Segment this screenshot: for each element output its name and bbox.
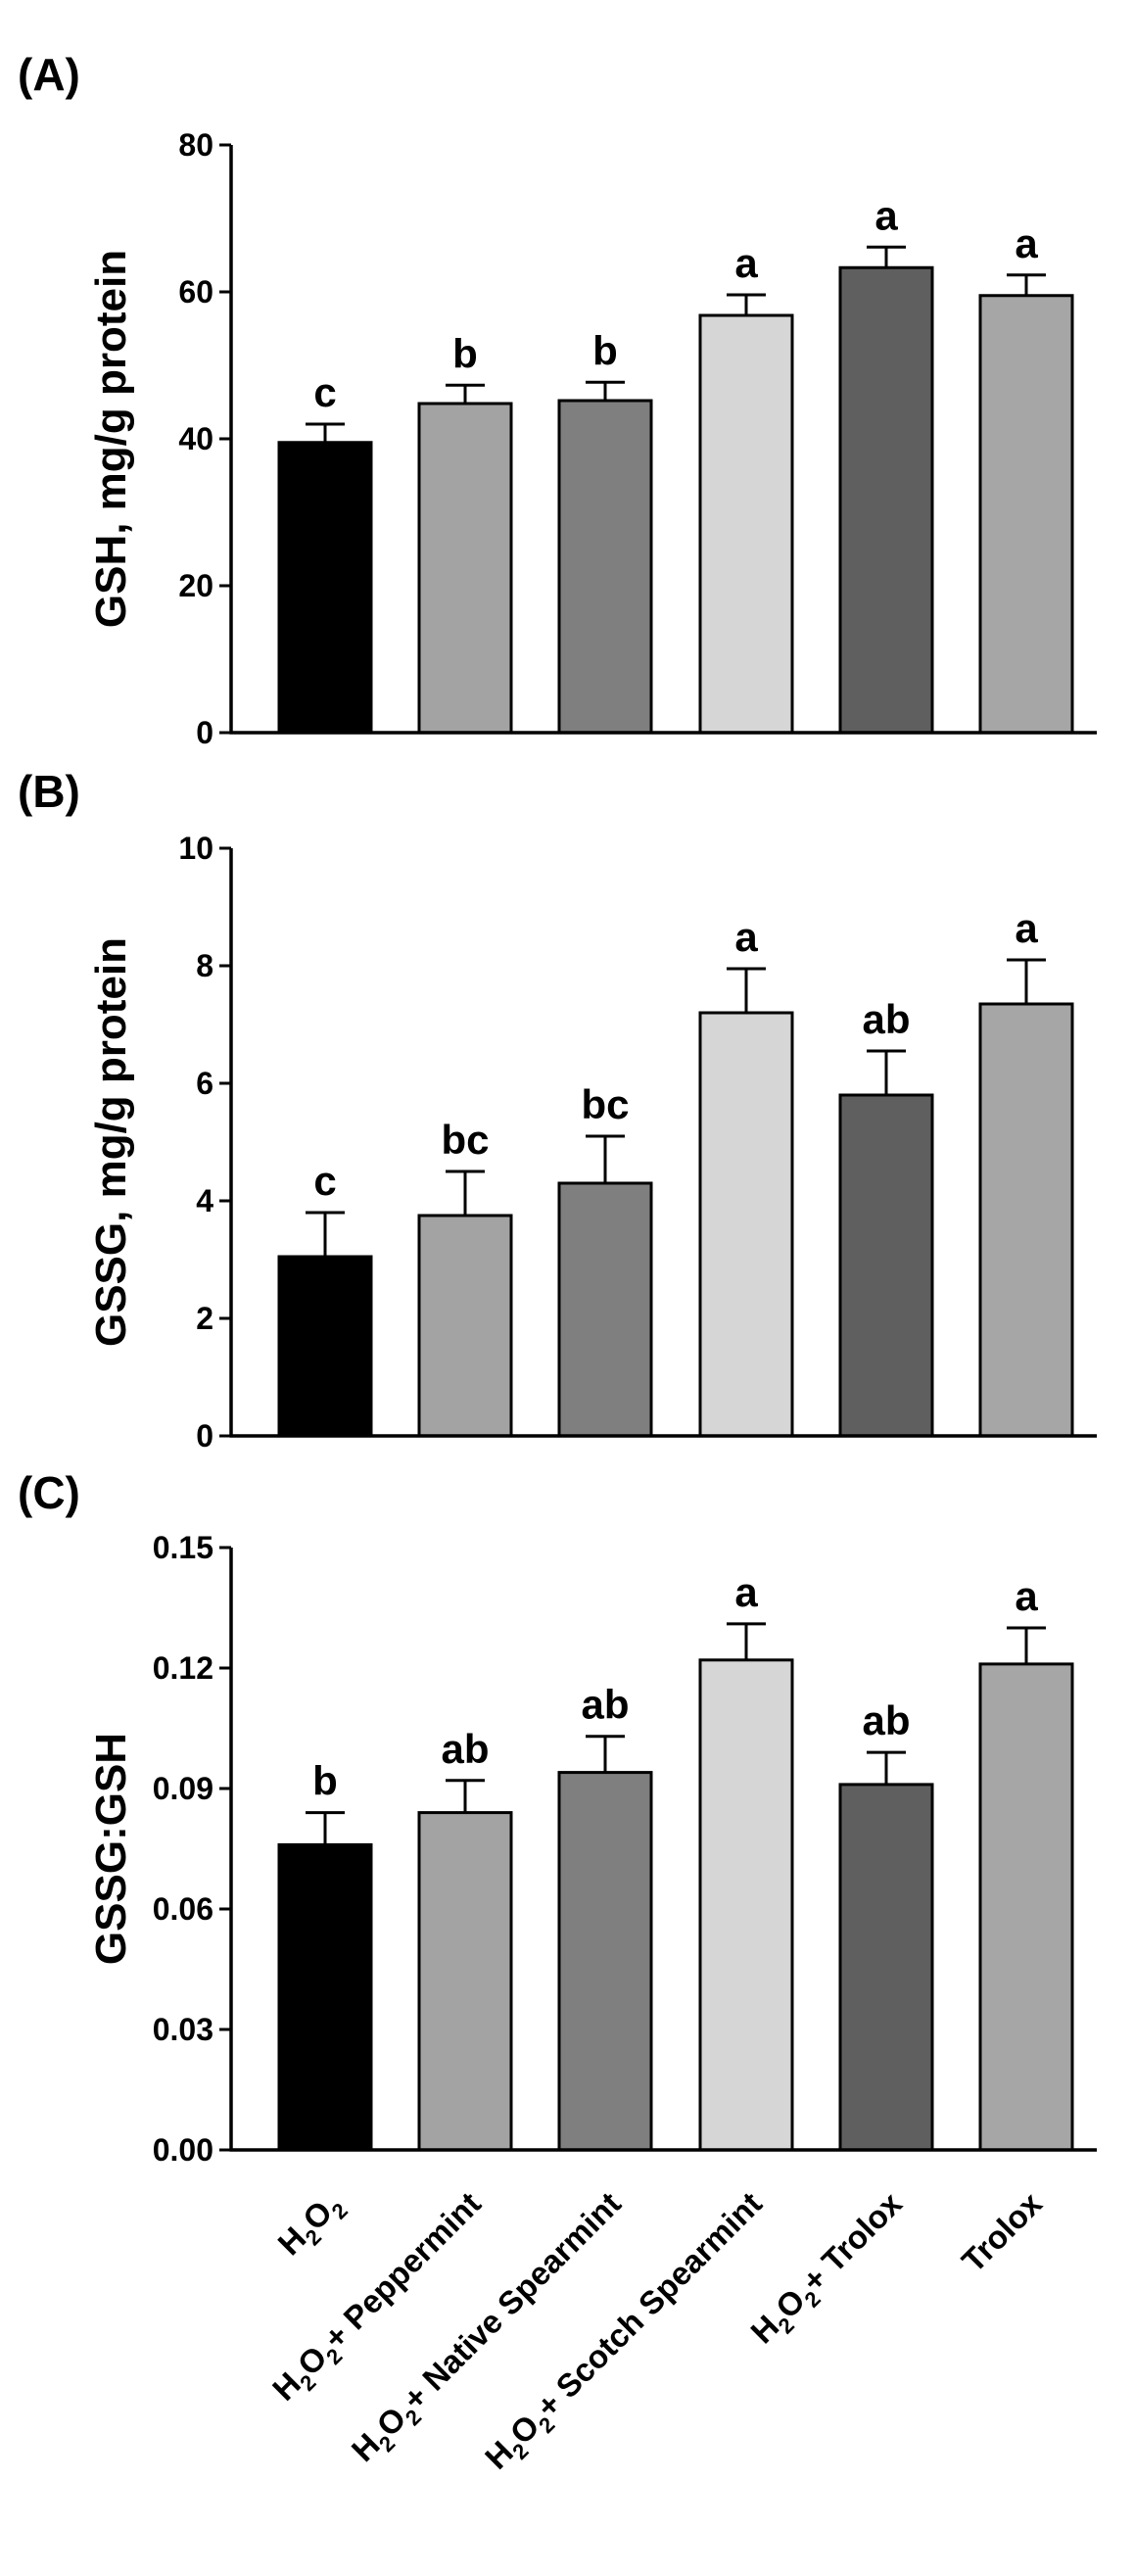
significance-label-3: bc <box>581 1081 629 1127</box>
significance-label-2: ab <box>441 1726 489 1772</box>
significance-label-3: ab <box>581 1682 629 1728</box>
bar-5 <box>838 1783 934 2152</box>
significance-label-1: c <box>313 369 336 415</box>
y-tick-label: 20 <box>178 568 213 603</box>
significance-label-6: a <box>1015 220 1038 266</box>
significance-label-1: b <box>312 1758 338 1804</box>
bar-1 <box>277 441 373 735</box>
x-category-label-3: H2O2+ Native Spearmint <box>345 2185 633 2473</box>
significance-label-6: a <box>1015 1573 1038 1619</box>
y-tick-label: 0 <box>196 715 213 750</box>
significance-label-6: a <box>1015 905 1038 951</box>
y-axis-title: GSH, mg/g protein <box>87 250 135 628</box>
bar-3 <box>557 399 653 735</box>
y-tick-label: 8 <box>196 948 213 983</box>
bar-1 <box>277 1255 373 1438</box>
y-tick-label: 0.12 <box>153 1650 213 1686</box>
y-tick-label: 80 <box>178 127 213 163</box>
significance-label-1: c <box>313 1158 336 1204</box>
bar-6 <box>978 1662 1074 2152</box>
bar-5 <box>838 1093 934 1438</box>
bar-3 <box>557 1771 653 2152</box>
significance-label-5: ab <box>862 1697 910 1743</box>
y-axis-title: GSSG, mg/g protein <box>87 937 135 1347</box>
y-tick-label: 0.06 <box>153 1891 213 1927</box>
bar-2 <box>417 1811 513 2152</box>
significance-label-4: a <box>734 914 758 960</box>
y-tick-label: 40 <box>178 421 213 456</box>
x-category-label-4: H2O2+ Scotch Spearmint <box>478 2185 774 2481</box>
bar-3 <box>557 1181 653 1438</box>
significance-label-2: b <box>452 330 478 376</box>
bar-4 <box>698 313 794 735</box>
significance-label-4: a <box>734 240 758 286</box>
y-tick-label: 4 <box>196 1183 213 1218</box>
label-text: + Trolox <box>795 2184 910 2299</box>
bar-4 <box>698 1658 794 2152</box>
bar-2 <box>417 1214 513 1438</box>
panel-label: (B) <box>18 766 80 817</box>
significance-label-5: ab <box>862 996 910 1042</box>
x-category-label-1: H2O2 <box>270 2185 352 2266</box>
panel-label: (C) <box>18 1467 80 1518</box>
significance-label-3: b <box>592 327 618 373</box>
x-category-label-5: H2O2+ Trolox <box>743 2184 914 2355</box>
bar-4 <box>698 1011 794 1438</box>
y-tick-label: 0.03 <box>153 2012 213 2047</box>
chart-panel-3: (C) GSSG:GSH b ab ab a ab a 0.00 0.03 0.06 0.09 0.12… <box>18 1467 1097 2168</box>
bar-5 <box>838 265 934 735</box>
y-tick-label: 0.15 <box>153 1530 213 1565</box>
bar-6 <box>978 294 1074 735</box>
significance-label-2: bc <box>441 1117 489 1163</box>
x-category-label-6: Trolox <box>955 2184 1050 2279</box>
y-tick-label: 0.00 <box>153 2132 213 2168</box>
panel-label: (A) <box>18 49 80 100</box>
y-tick-label: 0 <box>196 1418 213 1454</box>
y-tick-label: 6 <box>196 1066 213 1101</box>
bar-6 <box>978 1002 1074 1438</box>
chart-panel-2: (B) GSSG, mg/g protein c bc bc a ab a 0 2 4 6 8 10 <box>18 766 1097 1454</box>
y-tick-label: 60 <box>178 274 213 310</box>
chart-panel-1: (A) GSH, mg/g protein c b b a a a 0 20 40 60 80 <box>18 49 1097 750</box>
y-tick-label: 10 <box>178 831 213 866</box>
significance-label-4: a <box>734 1569 758 1615</box>
y-axis-title: GSSG:GSH <box>87 1733 135 1965</box>
y-tick-label: 0.09 <box>153 1771 213 1806</box>
y-tick-label: 2 <box>196 1301 213 1336</box>
significance-label-5: a <box>874 192 898 238</box>
bar-1 <box>277 1842 373 2152</box>
bar-2 <box>417 402 513 735</box>
label-text: Trolox <box>955 2184 1050 2279</box>
